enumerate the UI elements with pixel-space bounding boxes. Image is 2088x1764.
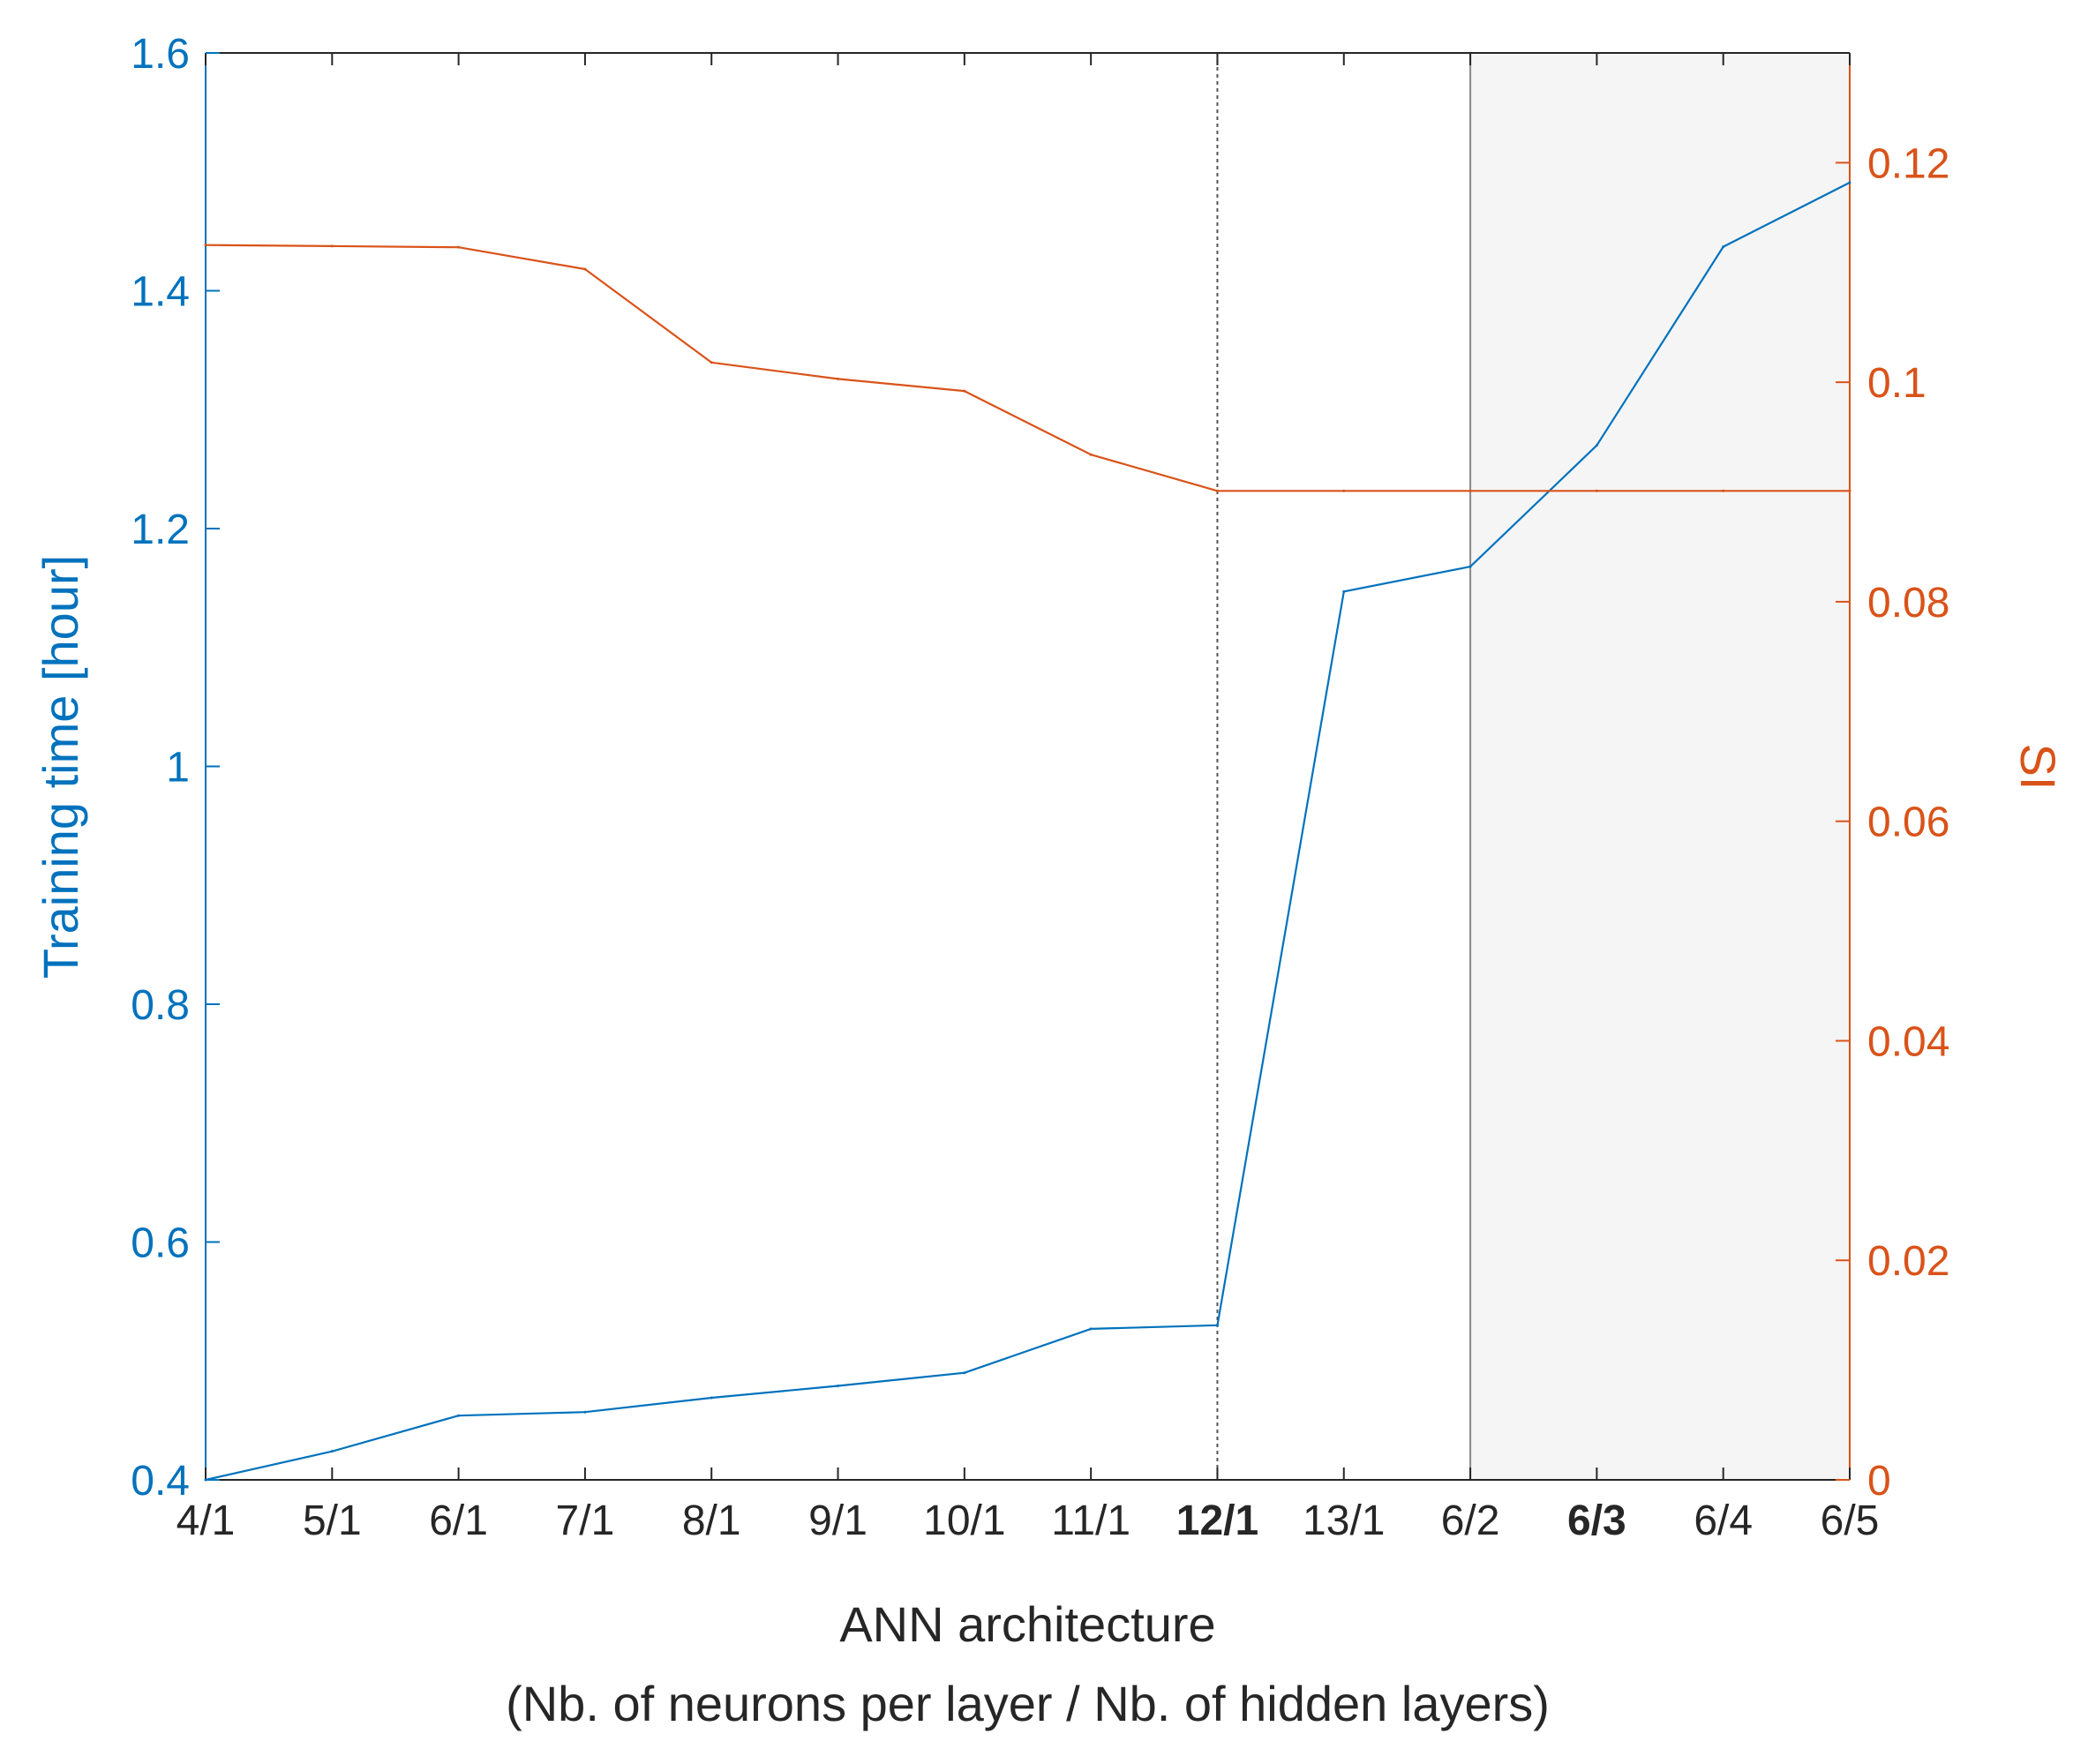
- x-tick-label: 13/1: [1303, 1498, 1385, 1544]
- training-time-point: [457, 1414, 461, 1417]
- training-time-point: [1215, 1324, 1219, 1327]
- right-y-tick-label: 0.12: [1867, 140, 1949, 187]
- left-y-axis-label: Training time [hour]: [33, 555, 88, 979]
- x-tick-label: 6/2: [1441, 1498, 1500, 1544]
- x-tick-label: 6/5: [1821, 1498, 1880, 1544]
- right-y-tick-label: 0.08: [1867, 580, 1949, 627]
- si-point: [330, 244, 334, 248]
- si-line: [205, 244, 1850, 492]
- left-y-tick-label: 0.4: [131, 1458, 190, 1505]
- training-time-point: [1089, 1327, 1093, 1331]
- si-point: [1342, 489, 1346, 492]
- x-tick-label: 9/1: [808, 1498, 867, 1544]
- si-point: [1848, 489, 1851, 492]
- x-tick-label: 12/1: [1176, 1498, 1258, 1544]
- training-time-point: [963, 1371, 966, 1375]
- right-y-axis-label: SI: [2010, 744, 2066, 791]
- training-time-point: [1342, 589, 1346, 593]
- si-point: [710, 361, 713, 364]
- x-tick-label: 6/3: [1567, 1498, 1626, 1544]
- left-y-tick-label: 1.6: [131, 31, 190, 78]
- x-tick-label: 10/1: [923, 1498, 1005, 1544]
- training-time-point: [1468, 565, 1472, 568]
- x-axis-sublabel: (Nb. of neurons per layer / Nb. of hidde…: [506, 1676, 1550, 1731]
- si-point: [1722, 489, 1725, 492]
- training-time-point: [837, 1385, 840, 1388]
- si-point: [1468, 489, 1472, 492]
- x-tick-label: 4/1: [177, 1498, 236, 1544]
- left-y-tick-label: 1.4: [131, 269, 190, 316]
- si-point: [1595, 489, 1598, 492]
- si-point: [837, 377, 840, 380]
- x-tick-label: 6/1: [429, 1498, 488, 1544]
- right-y-tick-label: 0.04: [1867, 1018, 1949, 1065]
- training-time-point: [583, 1410, 587, 1414]
- x-axis-label: ANN architecture: [839, 1596, 1215, 1652]
- x-tick-label: 8/1: [682, 1498, 741, 1544]
- training-time-point: [1722, 245, 1725, 249]
- training-time-point: [1848, 181, 1851, 184]
- x-tick-label: 7/1: [556, 1498, 615, 1544]
- training-time-line: [205, 181, 1851, 1482]
- shaded-region: [1470, 53, 1850, 1480]
- si-point: [204, 244, 207, 247]
- left-y-tick-label: 1: [166, 745, 190, 792]
- left-y-tick-label: 1.2: [131, 507, 190, 553]
- left-y-tick-label: 0.8: [131, 982, 190, 1029]
- x-tick-label: 11/1: [1051, 1498, 1130, 1544]
- training-time-point: [330, 1450, 334, 1453]
- x-tick-label: 5/1: [303, 1498, 362, 1544]
- x-tick-label: 6/4: [1694, 1498, 1753, 1544]
- si-point: [1089, 453, 1093, 456]
- right-y-tick-label: 0.02: [1867, 1238, 1949, 1285]
- right-y-tick-label: 0: [1867, 1458, 1891, 1505]
- si-point: [1215, 489, 1219, 492]
- si-point: [963, 389, 966, 393]
- right-y-tick-label: 0.1: [1867, 360, 1927, 407]
- training-time-point: [710, 1396, 713, 1400]
- si-point: [457, 245, 461, 249]
- right-y-tick-label: 0.06: [1867, 799, 1949, 846]
- left-y-tick-label: 0.6: [131, 1220, 190, 1267]
- training-time-point: [204, 1478, 207, 1482]
- si-point: [583, 267, 587, 271]
- training-time-point: [1595, 444, 1598, 447]
